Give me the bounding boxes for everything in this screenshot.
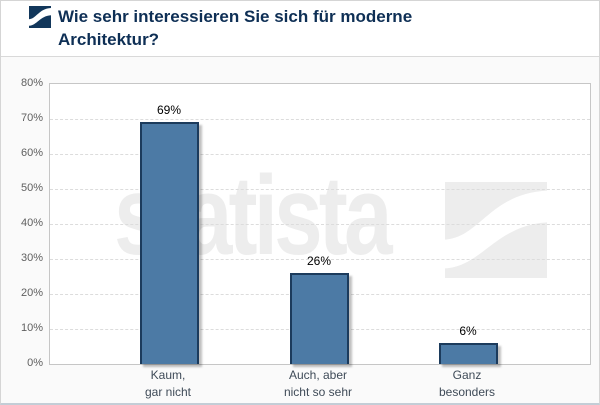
y-axis-tick-label: 80% <box>20 77 43 89</box>
y-axis-tick-label: 40% <box>20 217 43 229</box>
bar-Kaum, gar nicht <box>140 122 199 364</box>
chart-title: Wie sehr interessieren Sie sich für mode… <box>58 5 578 51</box>
gridline-40% <box>50 224 590 225</box>
y-axis-tick-label: 70% <box>20 112 43 124</box>
bar-value-label: 6% <box>459 324 477 338</box>
x-axis-category-label: Auch, aber nicht so sehr <box>283 368 353 399</box>
y-axis-tick-label: 20% <box>20 287 43 299</box>
x-axis-category-label: Ganz besonders <box>438 368 496 399</box>
gridline-30% <box>50 259 590 260</box>
y-axis-tick-label: 0% <box>27 357 43 369</box>
chart-area: statista 69% 26% 6% 0% 10% 20% 30% 40% 50% 60% 70… <box>1 57 599 403</box>
y-axis-tick-label: 60% <box>20 147 43 159</box>
chart-header: Wie sehr interessieren Sie sich für mode… <box>1 1 599 57</box>
y-axis-tick-label: 10% <box>20 322 43 334</box>
bar-value-label: 69% <box>156 103 182 117</box>
x-axis-category-label: Kaum, gar nicht <box>144 368 192 399</box>
plot-area: statista 69% 26% 6% <box>49 83 591 365</box>
gridline-50% <box>50 189 590 190</box>
gridline-60% <box>50 154 590 155</box>
y-axis-tick-label: 50% <box>20 182 43 194</box>
statista-watermark-logo-icon <box>445 182 547 278</box>
y-axis-tick-label: 30% <box>20 252 43 264</box>
bar-Ganz besonders <box>439 343 498 364</box>
statista-logo-icon <box>29 6 51 28</box>
chart-title-line2: Architektur? <box>58 30 160 49</box>
bar-Auch, aber nicht so sehr <box>290 273 349 364</box>
bar-value-label: 26% <box>306 254 332 268</box>
chart-title-line1: Wie sehr interessieren Sie sich für mode… <box>58 7 413 26</box>
gridline-70% <box>50 119 590 120</box>
